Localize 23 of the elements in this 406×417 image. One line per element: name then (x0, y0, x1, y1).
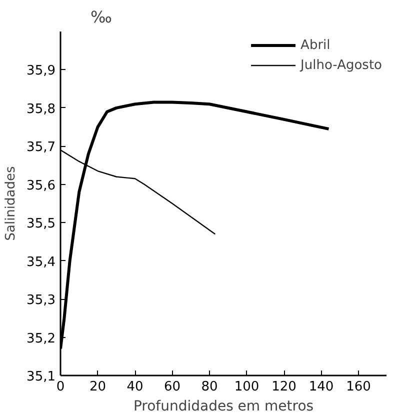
x-tick-label: 140 (308, 380, 334, 394)
legend-label: Julho-Agosto (300, 58, 382, 72)
y-axis-title: Salinidades (4, 166, 19, 241)
y-tick-label: 35,7 (26, 140, 56, 156)
y-tick-label: 35,3 (26, 293, 56, 308)
y-tick-label: 35,2 (26, 331, 56, 346)
y-tick-label: 35,5 (26, 216, 56, 232)
x-tick-label: 100 (234, 380, 260, 394)
y-tick-label: 35,9 (26, 64, 56, 79)
legend-label: Abril (300, 38, 330, 52)
x-tick-label: 120 (272, 380, 296, 394)
y-tick-label: 35,1 (26, 370, 56, 384)
x-tick-label: 60 (164, 380, 181, 394)
x-tick-label: 0 (56, 380, 65, 394)
text: ‰ (90, 8, 112, 26)
x-axis-title: Profundidades em metros (133, 398, 314, 414)
x-tick-label: 20 (89, 380, 106, 394)
x-tick-label: 40 (126, 380, 144, 394)
y-tick-label: 35,8 (26, 102, 56, 117)
y-tick-label: 35,6 (26, 178, 56, 194)
x-tick-label: 80 (201, 380, 218, 394)
y-tick-label: 35,4 (26, 254, 56, 270)
x-tick-label: 160 (346, 380, 371, 394)
